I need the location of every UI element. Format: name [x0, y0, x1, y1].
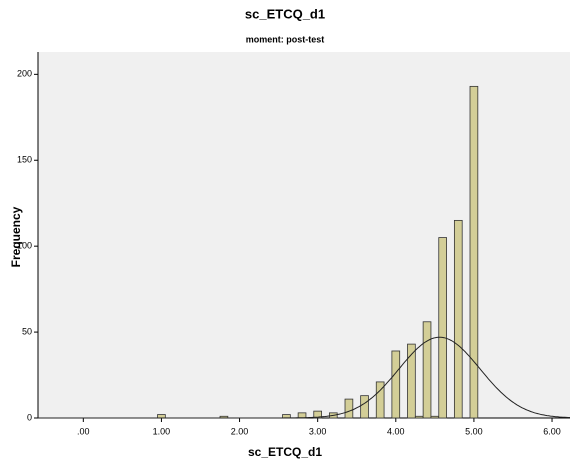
- plot-area: [38, 52, 570, 418]
- chart-title: sc_ETCQ_d1: [245, 6, 325, 21]
- bar: [313, 410, 322, 419]
- y-axis-title: Frequency: [9, 206, 23, 267]
- x-tick-label: 2.00: [231, 426, 249, 436]
- x-tick-label: 4.00: [387, 426, 405, 436]
- y-tick-label: 0: [27, 412, 32, 422]
- bar: [414, 415, 424, 419]
- bar: [469, 85, 479, 419]
- bar: [344, 398, 354, 419]
- x-tick-label: 1.00: [153, 426, 171, 436]
- bar: [391, 350, 401, 419]
- y-tick-label: 150: [17, 155, 32, 165]
- bar: [422, 321, 432, 419]
- x-tick-label: 3.00: [309, 426, 327, 436]
- bar: [407, 343, 416, 419]
- x-tick-label: .00: [77, 426, 90, 436]
- x-axis-title: sc_ETCQ_d1: [248, 445, 322, 459]
- bar: [157, 414, 166, 419]
- bar: [430, 415, 440, 419]
- y-tick-label: 50: [22, 326, 32, 336]
- x-tick-label: 5.00: [465, 426, 483, 436]
- bar: [360, 395, 369, 419]
- bar: [375, 381, 385, 419]
- bar: [438, 237, 447, 419]
- y-tick-label: 200: [17, 69, 32, 79]
- x-tick-label: 6.00: [543, 426, 561, 436]
- chart-subtitle: moment: post-test: [246, 34, 325, 44]
- normal-curve: [38, 336, 570, 419]
- bar: [453, 219, 463, 419]
- y-tick-label: 100: [17, 241, 32, 251]
